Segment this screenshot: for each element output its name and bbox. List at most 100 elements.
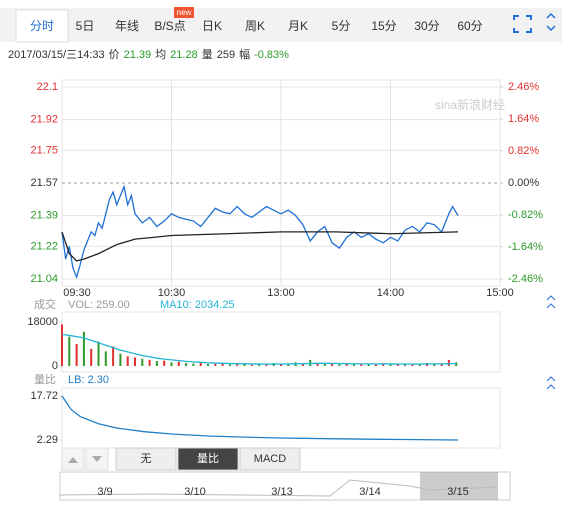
volume-bar [404,363,407,366]
nav-line [59,479,499,497]
tab[interactable]: 60分 [457,19,482,33]
x-tick-label: 10:30 [158,287,186,299]
lb-text: LB: 2.30 [68,374,109,386]
volume-bar [221,363,224,366]
volume-bar [280,363,282,366]
y-tick-label: 0 [52,360,58,372]
volume-bar [228,364,231,366]
volume-bar [331,363,334,366]
volume-bar [185,363,188,366]
info-chg_label: 幅 [239,48,250,61]
volume-bar [360,364,363,366]
tab[interactable]: 日K [202,19,222,33]
y-tick-label: 21.39 [30,210,58,222]
indicator-button[interactable] [177,447,239,471]
tab[interactable]: B/S点 [154,19,185,33]
volume-bar [170,362,173,366]
tab[interactable]: 分时 [30,19,54,33]
volume-bar [199,362,202,366]
volume-bar [82,331,85,366]
volume-bar [155,361,158,366]
tab[interactable]: 5日 [76,19,95,33]
tab[interactable]: 周K [245,19,265,33]
vol-text: VOL: 259.00 [68,299,130,311]
y2-tick-label: 2.46% [508,81,539,93]
tab[interactable]: 年线 [115,19,139,33]
lb-label: 量比 [34,373,56,386]
info-chg: -0.83% [254,49,289,61]
volume-bar [447,359,450,366]
collapse-icon[interactable] [546,12,556,32]
tab-bar [0,8,562,42]
indicator-label: MACD [254,453,286,465]
info-datetime: 2017/03/15/三14:33 [8,49,105,61]
badge-text: new [177,8,192,17]
y-tick-label: 21.04 [30,273,58,285]
info-vol_label: 量 [202,48,213,61]
y2-tick-label: -2.46% [508,273,543,285]
volume-bar [265,364,268,366]
new-badge [174,7,194,18]
volume-bar [104,351,107,366]
fullscreen-icon[interactable] [513,15,532,33]
volume-bar [214,363,217,366]
volume-bar [418,363,421,366]
indicator-button[interactable] [115,447,177,471]
volume-bar [243,364,246,366]
volume-bar [323,364,326,366]
volume-bar [338,364,341,366]
info-price: 21.39 [124,49,152,61]
volume-bar [287,364,290,366]
y-tick-label: 21.22 [30,240,58,252]
nav-window[interactable] [420,472,498,500]
info-avg_label: 均 [155,48,166,61]
watermark: sina新浪财经 [435,97,505,112]
volume-bar [119,353,122,366]
x-tick-label: 09:30 [63,287,91,299]
nav-date: 3/13 [271,486,292,498]
y2-tick-label: -1.64% [508,241,543,253]
volume-bar [177,361,180,366]
volume-bar [345,363,348,366]
x-tick-label: 14:00 [377,287,405,299]
volume-bar [250,364,253,366]
y-tick-label: 17.72 [30,390,58,402]
info-avg: 21.28 [170,49,198,61]
x-tick-label: 15:00 [486,287,514,299]
tab[interactable]: 30分 [414,19,439,33]
price-line [61,231,459,262]
volume-bar [141,358,144,366]
ma-line [61,333,457,365]
indicator-button[interactable] [239,447,301,471]
volume-bar [374,363,377,366]
up-arrow [68,457,78,463]
volume-bar [148,359,151,366]
volume-bar [97,341,100,366]
info-line: 2017/03/15/三14:33 价 21.39 均 21.28 量 259 幅 -0.83% [8,48,289,61]
volume-bar [126,356,129,366]
nav-date: 3/15 [447,486,468,498]
price-line [61,184,459,280]
panel-toggle[interactable] [546,295,556,309]
panel-toggle[interactable] [546,376,556,390]
x-tick-label: 13:00 [267,287,295,299]
info-price_label: 价 [109,48,120,61]
volume-bar [316,363,319,366]
volume-bar [411,364,414,366]
volume-bar [389,364,392,366]
volume-bar [353,364,355,366]
y-tick-label: 21.92 [30,114,58,126]
y-tick-label: 21.75 [30,144,58,156]
y2-tick-label: -0.82% [508,209,543,221]
volume-bar [440,364,443,366]
tab[interactable]: 5分 [332,19,351,33]
volume-bar [382,363,385,366]
tab[interactable]: 15分 [371,19,396,33]
y-tick-label: 21.57 [30,177,58,189]
volume-bar [75,344,78,366]
indicator-label: 无 [141,453,152,465]
volume-bar [433,363,436,366]
tab[interactable]: 月K [288,19,308,33]
volume-bar [192,363,195,366]
